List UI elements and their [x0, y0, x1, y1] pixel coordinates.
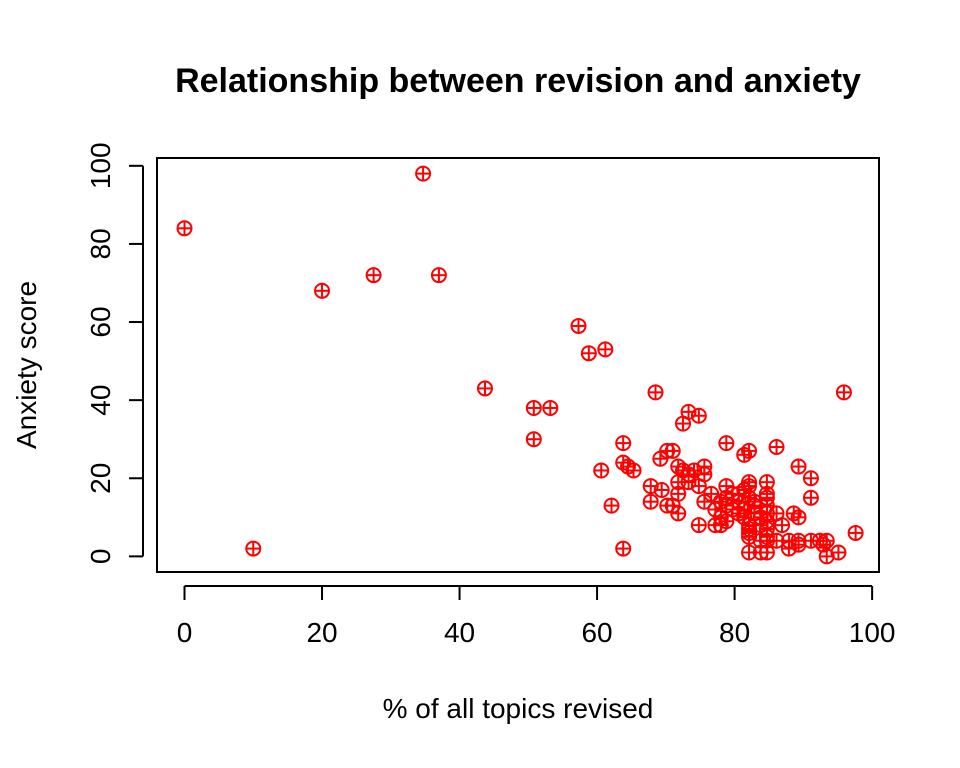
data-point — [690, 517, 707, 534]
y-tick-label: 60 — [85, 306, 116, 337]
data-point — [690, 407, 707, 424]
data-point — [476, 380, 493, 397]
x-tick-label: 20 — [306, 617, 337, 648]
data-point — [670, 485, 687, 502]
data-point — [593, 462, 610, 479]
y-axis-label: Anxiety score — [11, 281, 42, 449]
data-point — [696, 466, 713, 483]
data-point — [768, 439, 785, 456]
data-point — [774, 517, 791, 534]
y-tick-label: 0 — [85, 549, 116, 565]
data-point — [365, 267, 382, 284]
data-point — [718, 435, 735, 452]
data-point — [835, 384, 852, 401]
data-point — [176, 220, 193, 237]
data-point — [603, 497, 620, 514]
data-point — [625, 462, 642, 479]
y-tick-label: 40 — [85, 385, 116, 416]
chart-title: Relationship between revision and anxiet… — [175, 62, 861, 100]
y-tick-label: 100 — [85, 142, 116, 189]
data-point — [818, 532, 835, 549]
data-point — [642, 493, 659, 510]
x-tick-label: 80 — [719, 617, 750, 648]
data-point — [597, 341, 614, 358]
data-point — [670, 505, 687, 522]
data-point — [790, 509, 807, 526]
data-point — [847, 524, 864, 541]
x-tick-label: 40 — [444, 617, 475, 648]
points-layer — [176, 165, 864, 565]
y-tick-label: 20 — [85, 463, 116, 494]
data-point — [542, 399, 559, 416]
data-point — [802, 489, 819, 506]
data-point — [430, 267, 447, 284]
data-point — [830, 544, 847, 561]
data-point — [790, 458, 807, 475]
x-tick-label: 60 — [581, 617, 612, 648]
data-point — [415, 165, 432, 182]
data-point — [647, 384, 664, 401]
data-point — [741, 442, 758, 459]
x-tick-label: 0 — [177, 617, 193, 648]
data-point — [314, 282, 331, 299]
data-point — [525, 399, 542, 416]
data-point — [615, 435, 632, 452]
data-point — [664, 442, 681, 459]
data-point — [653, 481, 670, 498]
data-point — [245, 540, 262, 557]
y-axis: 0 20 40 60 80 100 — [85, 142, 144, 565]
data-point — [580, 345, 597, 362]
plot-frame — [156, 157, 880, 573]
x-axis: 0 20 40 60 80 100 — [177, 585, 896, 648]
data-point — [615, 540, 632, 557]
data-point — [703, 485, 720, 502]
data-point — [525, 431, 542, 448]
x-axis-label: % of all topics revised — [383, 693, 654, 724]
data-point — [802, 470, 819, 487]
x-tick-label: 100 — [849, 617, 896, 648]
y-tick-label: 80 — [85, 228, 116, 259]
data-point — [758, 544, 775, 561]
data-point — [570, 317, 587, 334]
